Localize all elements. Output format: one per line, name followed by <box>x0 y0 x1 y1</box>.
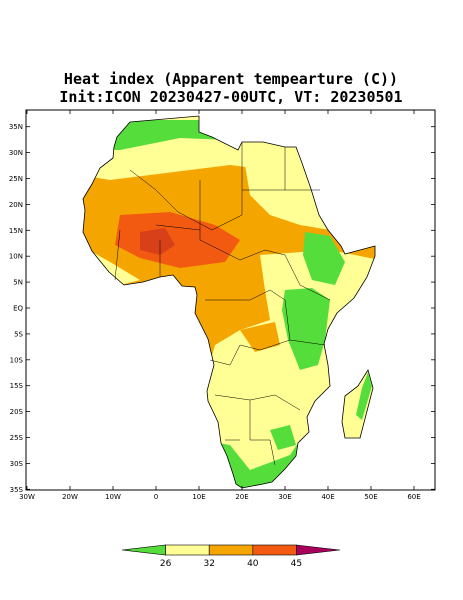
lat-tick-label: 35S <box>10 486 24 494</box>
colorbar-label: 45 <box>291 559 302 569</box>
lat-tick-label: EQ <box>13 305 23 313</box>
field-32-40 <box>240 322 280 352</box>
field-40-45 <box>140 228 175 255</box>
lat-tick-label: 25N <box>9 175 23 183</box>
subtitle: Init:ICON 20230427-00UTC, VT: 20230501 <box>59 88 402 106</box>
lon-tick-label: 60E <box>407 493 420 501</box>
map-frame <box>25 109 436 491</box>
colorbar-segment <box>165 544 210 556</box>
colorbar-segment <box>208 544 254 556</box>
lat-tick-label: 10N <box>9 253 23 261</box>
lon-tick-label: 0 <box>154 493 158 501</box>
lat-tick-label: 35N <box>9 123 23 131</box>
lon-tick-label: 10E <box>192 493 205 501</box>
lat-tick-label: 5N <box>13 279 23 287</box>
colorbar-label: 32 <box>203 559 214 569</box>
field-below-26 <box>303 232 345 285</box>
lon-tick-label: 30E <box>278 493 291 501</box>
field-26-32 <box>200 250 375 488</box>
lon-tick-label: 20W <box>62 493 78 501</box>
title: Heat index (Apparent tempearture (C)) <box>64 70 398 88</box>
lat-tick-label: 25S <box>10 434 24 442</box>
colorbar-segment <box>252 544 297 556</box>
lon-tick-label: 10W <box>105 493 121 501</box>
lat-tick-label: 15S <box>10 382 24 390</box>
lat-tick-label: 20S <box>10 408 24 416</box>
borders <box>114 142 331 466</box>
lat-tick-label: 20N <box>9 201 23 209</box>
field-40-45 <box>115 212 240 268</box>
coastline <box>82 115 376 489</box>
lat-tick-label: 15N <box>9 227 23 235</box>
colorbar-high-triangle <box>296 544 341 556</box>
field-below-26 <box>270 425 296 450</box>
lat-tick-label: 30S <box>10 460 24 468</box>
lon-tick-label: 40E <box>321 493 334 501</box>
field-below-26 <box>282 288 330 370</box>
colorbar-low-triangle <box>121 544 166 556</box>
lon-tick-label: 20E <box>235 493 248 501</box>
lon-tick-label: 50E <box>364 493 377 501</box>
lat-tick-label: 30N <box>9 149 23 157</box>
lat-tick-label: 10S <box>10 356 24 364</box>
colorbar-label: 26 <box>160 559 172 569</box>
lat-tick-label: 5S <box>14 330 23 338</box>
madagascar-field <box>356 372 372 420</box>
colorbar-label: 40 <box>247 559 259 569</box>
lon-tick-label: 30W <box>19 493 35 501</box>
